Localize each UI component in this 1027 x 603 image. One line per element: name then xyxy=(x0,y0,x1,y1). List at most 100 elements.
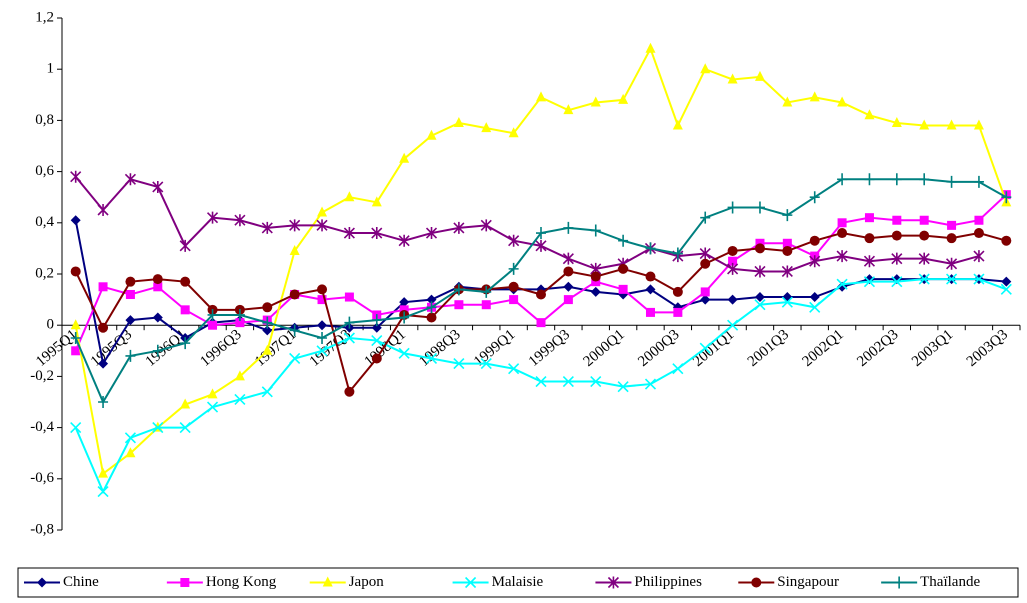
marker xyxy=(754,299,766,311)
marker xyxy=(562,375,574,388)
x-tick-label: 2002Q1 xyxy=(800,327,847,370)
marker xyxy=(398,234,410,247)
marker xyxy=(344,316,355,329)
marker xyxy=(536,227,546,240)
y-tick-label: 0,4 xyxy=(35,214,54,230)
marker xyxy=(727,294,738,305)
marker xyxy=(317,206,328,217)
marker xyxy=(481,285,492,298)
x-tick-label: 1997Q1 xyxy=(252,327,299,370)
marker xyxy=(782,96,793,107)
marker xyxy=(645,42,656,53)
marker xyxy=(71,346,81,356)
marker xyxy=(727,319,739,331)
marker xyxy=(618,263,629,274)
marker xyxy=(125,447,136,458)
y-tick-label: -0,6 xyxy=(30,470,54,486)
marker xyxy=(645,284,656,295)
marker xyxy=(864,173,875,186)
marker xyxy=(343,227,355,240)
marker xyxy=(754,265,766,278)
marker xyxy=(891,173,902,186)
y-tick-label: 0,8 xyxy=(35,112,54,128)
marker xyxy=(946,175,957,188)
marker xyxy=(535,239,547,252)
marker xyxy=(836,250,848,263)
marker xyxy=(125,276,136,287)
marker xyxy=(700,258,711,269)
marker xyxy=(152,180,164,193)
marker xyxy=(98,322,109,333)
marker xyxy=(645,271,656,282)
marker xyxy=(453,283,464,296)
marker xyxy=(262,325,273,336)
marker xyxy=(508,363,520,375)
marker xyxy=(891,230,902,241)
y-tick-label: 0,2 xyxy=(35,265,54,281)
marker xyxy=(700,294,711,305)
marker xyxy=(235,318,245,328)
marker xyxy=(672,286,683,297)
marker xyxy=(700,63,711,74)
marker xyxy=(207,308,218,321)
marker xyxy=(562,252,574,265)
marker xyxy=(673,307,683,317)
marker xyxy=(70,170,82,183)
marker xyxy=(727,201,738,214)
marker xyxy=(125,315,136,326)
marker xyxy=(809,191,820,204)
marker xyxy=(700,287,710,297)
marker xyxy=(289,352,301,365)
legend-label: Malaisie xyxy=(492,574,544,590)
marker xyxy=(863,276,876,288)
marker xyxy=(398,347,410,359)
marker xyxy=(152,274,163,285)
marker xyxy=(179,422,191,434)
y-tick-label: 0,6 xyxy=(35,163,54,179)
marker xyxy=(919,230,930,241)
marker xyxy=(727,245,738,256)
marker xyxy=(125,289,135,299)
marker xyxy=(37,577,47,588)
marker xyxy=(536,289,546,300)
marker xyxy=(590,96,601,107)
marker xyxy=(672,119,683,130)
marker xyxy=(70,319,81,330)
marker xyxy=(344,292,354,302)
marker xyxy=(644,378,657,390)
marker xyxy=(97,204,109,216)
x-tick-label: 2003Q3 xyxy=(964,327,1011,370)
marker xyxy=(180,305,190,315)
marker xyxy=(261,221,273,234)
marker xyxy=(180,337,191,350)
x-tick-label: 1998Q1 xyxy=(362,327,409,370)
y-tick-label: -0,4 xyxy=(30,419,54,435)
marker xyxy=(864,109,875,120)
marker xyxy=(1001,235,1012,246)
marker xyxy=(1000,283,1012,295)
x-tick-label: 2000Q3 xyxy=(635,327,682,370)
marker xyxy=(453,116,464,127)
marker xyxy=(563,266,574,277)
marker xyxy=(152,422,164,434)
marker xyxy=(837,96,848,107)
marker xyxy=(918,252,930,265)
marker xyxy=(754,201,765,214)
marker xyxy=(426,294,437,305)
marker xyxy=(425,352,438,365)
marker xyxy=(754,292,765,303)
x-tick-label: 2001Q3 xyxy=(745,327,792,370)
marker xyxy=(509,295,519,305)
marker xyxy=(618,234,629,247)
marker xyxy=(180,578,190,587)
marker xyxy=(371,353,382,364)
legend-label: Chine xyxy=(63,574,99,590)
marker xyxy=(208,320,218,330)
marker xyxy=(973,119,984,130)
marker xyxy=(837,218,847,228)
marker xyxy=(206,401,219,413)
marker xyxy=(918,273,930,285)
marker xyxy=(535,375,547,388)
marker xyxy=(590,271,601,282)
